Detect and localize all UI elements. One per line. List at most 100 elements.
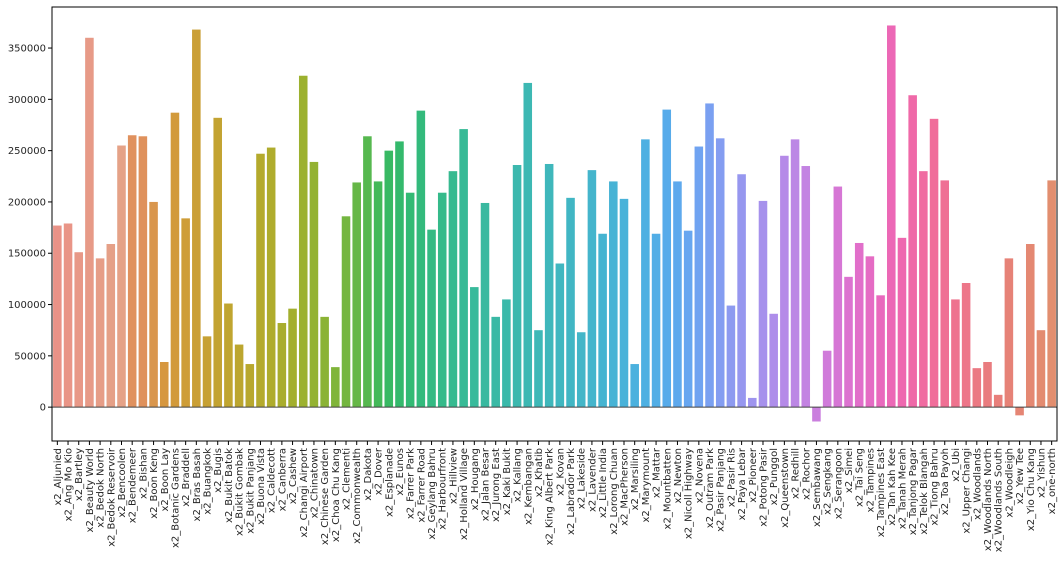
x-tick-label: x2_Woodlands North [983,448,994,551]
bar-x2-farrer-park [405,192,415,408]
x-tick-label: x2_Nicoll Highway [684,448,695,539]
x-tick-label: x2_Telok Blangah [919,448,930,535]
x-tick-label: x2_Pasir Panjang [716,448,727,532]
bar-x2-tan-kah-kee [887,25,896,408]
bar-x2-tanjong-pagar [908,95,917,408]
x-tick-label: x2_Woodlands [972,448,983,520]
x-tick-label: x2_Buona Vista [256,448,267,525]
bar-x2-lavender [587,170,597,408]
bar-x2-novena [694,146,704,408]
x-tick-label: x2_Braddell [181,448,192,507]
x-tick-label: x2_Outram Park [705,448,716,528]
x-tick-label: x2_Paya Lebar [737,447,748,520]
x-tick-label: x2_Novena [694,448,705,503]
bar-x2-bukit-batok [224,303,233,408]
x-tick-label: x2_Bartley [74,448,85,501]
bar-x2-paya-lebar [737,174,746,408]
bar-x2-woodlands-south [993,394,1003,408]
axes-layer [51,6,1058,442]
x-tick-label: x2_Bencoolen [117,448,128,518]
bar-x2-sembawang [812,407,821,422]
x-tick-label: x2_Rochor [801,447,812,500]
x-tick-label: x2_Simei [844,448,855,493]
x-tick-label: x2_Boon Keng [149,448,160,519]
bar-x2-telok-blangah [919,171,928,408]
x-tick-label: x2_Tampines [865,448,876,512]
x-tick-label: x2_Mountbatten [662,448,673,529]
bar-x2-beauty-world [85,37,94,408]
x-tick-label: x2_Woodleigh [1004,448,1015,518]
x-tick-label: x2_Labrador Park [566,448,577,535]
x-tick-label: x2_Hougang [470,448,481,510]
x-tick-label: x2_Boon Lay [160,448,171,512]
bar-x2-buangkok [202,336,212,408]
bar-x2-ubi [951,299,960,408]
y-tick-label: 0 [40,403,46,414]
bars-layer [53,25,1056,422]
bar-x2-tanah-merah [897,237,907,408]
x-tick-label: x2_Little India [598,448,609,518]
bar-x2-tai-seng [854,242,864,408]
x-tick-label: x2_Botanic Gardens [170,448,181,548]
x-tick-label: x2_Esplanade [384,448,395,517]
x-tick-label: x2_Chinatown [309,448,320,518]
bar-x2-kaki-bukit [502,299,511,408]
x-tick-label: x2_Tanah Merah [897,448,908,529]
x-tick-label: x2_Sengkang [823,448,834,515]
bar-x2-bukit-gombak [234,344,244,408]
x-tick-label: x2_Canberra [277,448,288,511]
x-tick-label: x2_Farrer Road [416,448,427,523]
x-tick-label: x2_Yishun [1036,448,1047,498]
x-tick-label: x2_Hillview [448,448,459,504]
x-tick-label: x2_Queenstown [780,448,791,528]
x-tick-label: x2_Dakota [363,448,374,501]
x-tick-label: x2_Harbourfront [438,448,449,530]
x-tick-label: x2_Jurong East [491,448,502,522]
bar-x2-bencoolen [117,145,126,408]
x-tick-label: x2_Upper Changi [962,448,973,534]
bar-x2-yew-tee [1015,407,1024,416]
x-tick-label: x2_Tai Seng [855,448,866,507]
x-tick-label: x2_Punggol [769,448,780,505]
x-tick-label: x2_Bukit Gombak [235,448,246,536]
x-tick-label: x2_Tiong Bahru [930,448,941,526]
bar-x2-geylang-bahru [427,229,436,408]
bar-x2-bedok-reservoir [106,244,116,408]
x-axis-ticks: x2_Aljunied x2_Ang Mo Kio x2_Bartley x2_Bea… [53,441,1058,552]
x-tick-label: x2_King Albert Park [545,448,556,546]
bar-x2-botanic-gardens [170,112,180,408]
bar-x2-yio-chu-kang [1025,244,1035,408]
bar-x2-macpherson [619,198,629,408]
x-tick-label: x2_Kovan [555,448,566,496]
bar-x2-queenstown [780,155,789,408]
x-tick-label: x2_Commonwealth [352,448,363,544]
x-tick-label: x2_Farrer Park [406,448,417,519]
bar-x2-newton [673,181,682,408]
bar-x2-kembangan [523,82,533,408]
y-tick-label: 250000 [8,146,46,157]
bar-x2-bendemeer [127,135,137,408]
bar-x2-one-north [1047,180,1056,408]
x-tick-label: x2_Lavender [587,447,598,512]
bar-x2-redhill [790,139,800,408]
y-tick-label: 200000 [8,197,46,208]
x-tick-label: x2_Bukit Panjang [245,448,256,534]
bar-x2-hillview [448,171,458,408]
x-tick-label: x2_Kaki Bukit [502,448,513,515]
x-tick-label: x2_Caldecott [267,448,278,513]
bar-x2-chinatown [309,161,319,408]
x-tick-label: x2_Yio Chu Kang [1026,448,1037,531]
bar-x2-bartley [74,252,83,408]
x-tick-label: x2_Lorong Chuan [609,448,620,535]
bar-x2-lakeside [576,332,586,408]
bar-x2-dakota [363,136,372,408]
bar-x2-esplanade [384,150,394,408]
x-tick-label: x2_one-north [1047,448,1058,514]
bar-x2-woodleigh [1004,258,1014,408]
x-tick-label: x2_Yew Tee [1015,448,1026,504]
x-tick-label: x2_Ubi [951,448,962,482]
y-tick-label: 100000 [8,300,46,311]
bar-x2-bras-basah [192,29,201,408]
x-tick-label: x2_Bukit Batok [224,448,235,523]
